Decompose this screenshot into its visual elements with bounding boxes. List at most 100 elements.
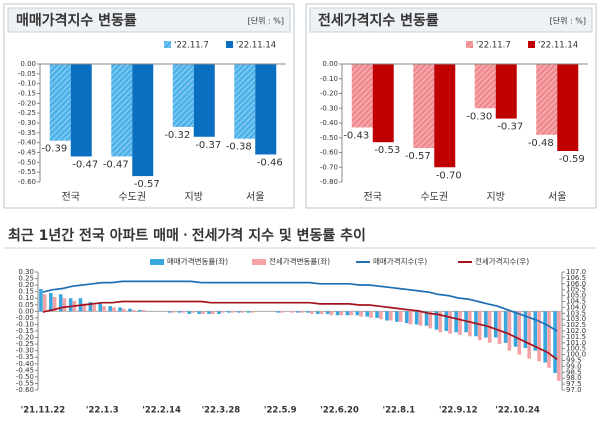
bar	[122, 308, 126, 312]
bar	[280, 311, 284, 313]
line	[42, 280, 558, 332]
chart-title: 최근 1년간 전국 아파트 매매ㆍ전세가격 지수 및 변동률 추이	[8, 227, 366, 244]
bar	[335, 311, 340, 316]
x-tick-label: '22.10.24	[495, 406, 540, 416]
bar	[355, 311, 360, 316]
x-tick-label: '22.8.1	[383, 406, 416, 416]
bar	[131, 310, 136, 312]
bar	[424, 311, 429, 326]
x-tick-label: '22.6.20	[320, 406, 359, 416]
bar	[211, 311, 215, 314]
legend-label: 매매가격변동률(좌)	[167, 256, 228, 266]
y-tick-label: 0.25	[18, 275, 34, 283]
x-tick-label: '22.1.3	[86, 406, 119, 416]
bar	[359, 311, 363, 317]
bar	[171, 311, 176, 313]
bar	[369, 311, 373, 318]
y-tick-label: -0.05	[18, 70, 36, 78]
value-label: -0.46	[257, 157, 283, 168]
legend-swatch	[528, 41, 535, 48]
bar	[398, 311, 403, 322]
bar	[375, 311, 379, 318]
bar	[177, 311, 182, 313]
bar	[557, 64, 579, 152]
bar	[503, 311, 508, 343]
x-tick-label: 전국	[62, 191, 80, 203]
y-tick-label: 106.0	[566, 280, 586, 288]
y-tick-label: -0.40	[320, 119, 338, 127]
bar	[112, 307, 116, 312]
y-tick-label: 100.5	[566, 345, 586, 353]
value-label: -0.47	[103, 159, 129, 170]
value-label: -0.47	[72, 159, 98, 170]
y-tick-label: 103.5	[566, 309, 586, 317]
y-tick-label: -0.30	[18, 119, 36, 127]
y-tick-label: 98.0	[566, 374, 582, 382]
bar	[553, 311, 557, 373]
x-tick-label: 지방	[487, 191, 505, 203]
bar	[300, 311, 304, 313]
bar	[172, 64, 194, 127]
bar	[68, 298, 73, 312]
bar	[507, 311, 512, 351]
y-tick-label: -0.25	[16, 340, 34, 348]
bar	[379, 311, 383, 320]
bar	[52, 296, 57, 312]
value-label: -0.43	[343, 130, 369, 141]
bar	[236, 311, 241, 313]
bar	[493, 311, 498, 338]
y-tick-label: -0.80	[320, 178, 338, 186]
value-label: -0.57	[134, 179, 160, 190]
y-tick-label: -0.20	[18, 99, 36, 107]
value-label: -0.53	[374, 145, 400, 156]
y-tick-label: -0.45	[18, 149, 36, 157]
bar	[39, 289, 43, 312]
y-tick-label: 99.5	[566, 357, 582, 365]
y-tick-label: -0.05	[16, 314, 34, 322]
y-tick-label: -0.10	[18, 80, 36, 88]
bar	[388, 311, 393, 321]
bar	[315, 311, 320, 314]
bar	[201, 311, 205, 314]
bar	[547, 311, 551, 368]
y-tick-label: -0.60	[18, 178, 36, 186]
y-tick-label: 104.0	[566, 303, 586, 311]
bar	[92, 304, 96, 312]
y-tick-label: 106.5	[566, 274, 586, 282]
x-tick-label: 지방	[185, 191, 203, 203]
bar	[458, 311, 462, 335]
y-tick-label: 107.0	[566, 268, 586, 276]
x-tick-label: 수도권	[420, 191, 448, 203]
x-tick-label: 수도권	[118, 191, 146, 203]
bar	[108, 306, 112, 312]
legend-swatch	[226, 41, 233, 48]
bar	[197, 311, 201, 314]
y-tick-label: -0.60	[320, 149, 338, 157]
bar	[351, 64, 373, 128]
bar	[98, 303, 103, 312]
bar	[339, 311, 344, 316]
y-tick-label: -0.35	[18, 129, 36, 137]
y-tick-label: -0.20	[320, 90, 338, 98]
bar	[434, 64, 456, 168]
bar	[187, 311, 192, 314]
legend-label: 전세가격변동률(좌)	[269, 256, 330, 266]
panel-title: 매매가격지수 변동률	[16, 12, 137, 29]
bar	[329, 311, 334, 316]
y-tick-label: 97.0	[566, 386, 582, 394]
y-tick-label: 0.00	[20, 60, 36, 68]
bar	[167, 311, 172, 313]
y-tick-label: 105.5	[566, 286, 586, 294]
bar	[413, 64, 435, 149]
bar	[62, 298, 67, 312]
y-tick-label: 0.05	[18, 301, 34, 309]
y-tick-label: -0.30	[16, 347, 34, 355]
bar	[217, 311, 221, 314]
bar	[240, 311, 245, 313]
y-tick-label: -0.70	[320, 163, 338, 171]
value-label: -0.30	[466, 111, 492, 122]
y-tick-label: -0.40	[18, 139, 36, 147]
legend-label: 매매가격지수(우)	[373, 256, 427, 266]
bar	[309, 311, 314, 314]
bar	[495, 64, 517, 119]
